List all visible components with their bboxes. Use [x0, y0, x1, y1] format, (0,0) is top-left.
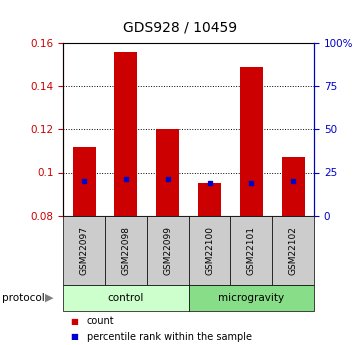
Text: ▶: ▶ — [44, 293, 53, 303]
Text: microgravity: microgravity — [218, 293, 284, 303]
Text: GSM22102: GSM22102 — [289, 226, 298, 275]
Text: percentile rank within the sample: percentile rank within the sample — [87, 332, 252, 342]
Text: GSM22100: GSM22100 — [205, 226, 214, 275]
Text: protocol: protocol — [2, 293, 44, 303]
Bar — [114, 52, 138, 216]
Text: GDS928 / 10459: GDS928 / 10459 — [123, 20, 238, 34]
Bar — [198, 183, 221, 216]
Bar — [240, 67, 263, 216]
Text: count: count — [87, 316, 114, 326]
Text: ■: ■ — [70, 317, 78, 326]
Text: ■: ■ — [70, 332, 78, 342]
Text: control: control — [108, 293, 144, 303]
Text: GSM22098: GSM22098 — [121, 226, 130, 275]
Text: GSM22097: GSM22097 — [79, 226, 88, 275]
Bar — [282, 157, 305, 216]
Text: GSM22101: GSM22101 — [247, 226, 256, 275]
Bar — [73, 147, 96, 216]
Bar — [156, 129, 179, 216]
Text: GSM22099: GSM22099 — [163, 226, 172, 275]
